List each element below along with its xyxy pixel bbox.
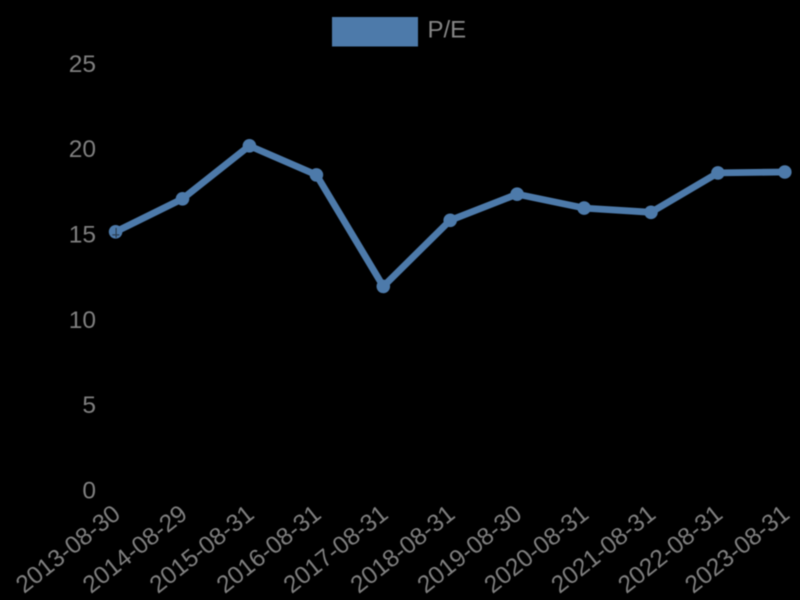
svg-text:P/E: P/E [428, 17, 467, 44]
svg-text:20: 20 [69, 136, 96, 163]
svg-text:25: 25 [69, 51, 96, 78]
svg-text:5: 5 [82, 392, 96, 419]
svg-text:0: 0 [82, 478, 96, 505]
svg-text:15: 15 [69, 222, 96, 249]
svg-text:10: 10 [69, 307, 96, 334]
